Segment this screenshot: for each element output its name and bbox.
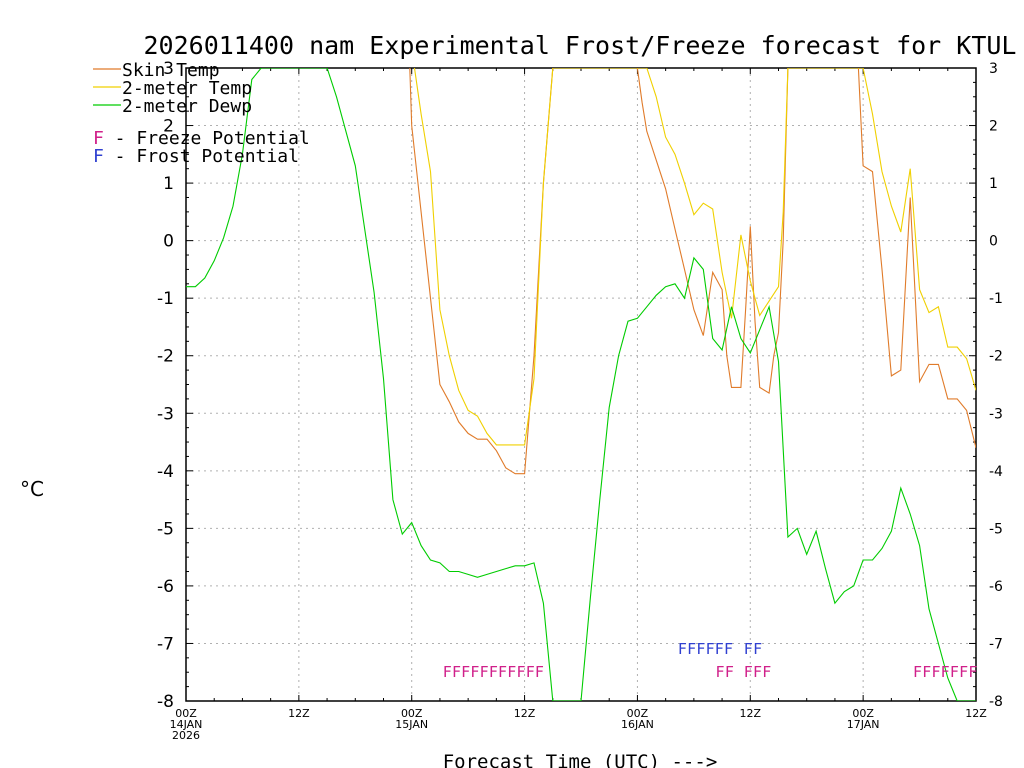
y-tick-label: -7 bbox=[157, 634, 174, 654]
x-tick-label: 16JAN bbox=[621, 718, 654, 731]
y-tick-label: -6 bbox=[157, 577, 174, 597]
y-tick-label: 1 bbox=[163, 174, 174, 194]
y-tick-label-right: 2 bbox=[989, 119, 998, 135]
y-tick-label: -5 bbox=[157, 519, 174, 539]
y-tick-label-right: 0 bbox=[989, 234, 998, 250]
y-axis-label: °C bbox=[20, 477, 44, 501]
y-tick-label: -3 bbox=[157, 404, 174, 424]
series-line-2-meter-dewp bbox=[186, 68, 976, 701]
y-tick-label-right: -8 bbox=[989, 694, 1003, 710]
legend-freeze-letter: F bbox=[93, 128, 104, 149]
legend-frost-label: - Frost Potential bbox=[104, 146, 299, 167]
y-tick-label-right: -7 bbox=[989, 636, 1003, 652]
legend-frost-entry: F - Frost Potential bbox=[93, 146, 299, 167]
y-tick-label: 3 bbox=[163, 59, 174, 79]
x-tick-label: 00Z bbox=[401, 707, 423, 720]
x-tick-label: 12Z bbox=[514, 707, 536, 720]
y-tick-label-right: -3 bbox=[989, 406, 1003, 422]
series-line-2-meter-temp bbox=[413, 68, 976, 446]
y-tick-label-right: -2 bbox=[989, 349, 1003, 365]
x-tick-label: 00Z bbox=[175, 707, 197, 720]
freeze-potential-marker: FFFFFFF bbox=[913, 663, 977, 681]
freeze-potential-marker: FFF bbox=[744, 663, 772, 681]
y-tick-label-right: -5 bbox=[989, 521, 1003, 537]
x-tick-label: 17JAN bbox=[847, 718, 880, 731]
x-tick-label: 2026 bbox=[172, 729, 200, 742]
y-tick-label: -8 bbox=[157, 692, 174, 712]
x-tick-label: 12Z bbox=[288, 707, 310, 720]
plot-frame bbox=[185, 67, 977, 702]
freeze-potential-marker: FF bbox=[715, 663, 733, 681]
y-tick-label-right: -6 bbox=[989, 579, 1003, 595]
legend-label-2m-temp: 2-meter Temp bbox=[122, 78, 252, 99]
y-tick-label-right: -1 bbox=[989, 291, 1003, 307]
x-tick-label: 00Z bbox=[852, 707, 874, 720]
frost-potential-marker: FFFFFF bbox=[678, 640, 733, 658]
series-line-skin-temp bbox=[409, 68, 976, 475]
y-axis: -8 -8 -7 -7 -6 -6 -5 -5 -4 -4 -3 -3 -2 -2 -1 -1 0 0 1 1 2 2 3 3 bbox=[157, 59, 1003, 712]
legend-label-2m-dewp: 2-meter Dewp bbox=[122, 96, 252, 117]
y-tick-label-right: 3 bbox=[989, 61, 998, 77]
y-tick-label: 2 bbox=[163, 117, 174, 137]
freeze-potential-marker: FFFFFFFFFFF bbox=[443, 663, 544, 681]
x-tick-label: 15JAN bbox=[395, 718, 428, 731]
frost-potential-marker: FF bbox=[744, 640, 762, 658]
x-tick-label: 00Z bbox=[627, 707, 649, 720]
y-tick-label-right: -4 bbox=[989, 464, 1003, 480]
legend-freeze-label: - Freeze Potential bbox=[104, 128, 310, 149]
y-tick-label: -4 bbox=[157, 462, 174, 482]
legend-freeze-entry: F - Freeze Potential bbox=[93, 128, 310, 149]
legend: Skin Temp 2-meter Temp 2-meter Dewp F - … bbox=[93, 60, 310, 167]
chart-title: 2026011400 nam Experimental Frost/Freeze… bbox=[144, 31, 1017, 60]
x-tick-label: 14JAN bbox=[170, 718, 203, 731]
gridlines bbox=[186, 68, 976, 701]
y-tick-label: -2 bbox=[157, 347, 174, 367]
x-axis-label: Forecast Time (UTC) ---> bbox=[443, 751, 718, 768]
legend-label-skin-temp: Skin Temp bbox=[122, 60, 220, 81]
legend-frost-letter: F bbox=[93, 146, 104, 167]
x-tick-label: 12Z bbox=[965, 707, 987, 720]
x-tick-label: 12Z bbox=[740, 707, 762, 720]
y-tick-label: -1 bbox=[157, 289, 174, 309]
series-group bbox=[186, 68, 976, 701]
y-tick-label: 0 bbox=[163, 232, 174, 252]
y-tick-label-right: 1 bbox=[989, 176, 998, 192]
